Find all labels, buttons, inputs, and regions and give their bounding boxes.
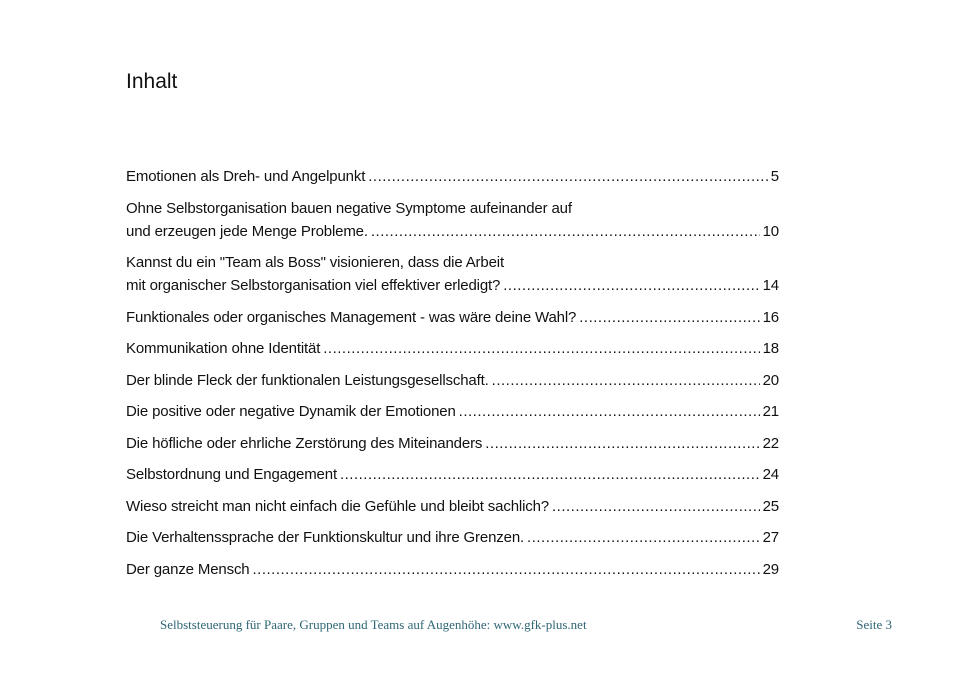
toc-entry[interactable]: Ohne Selbstorganisation bauen negative S… (126, 197, 779, 243)
footer-text: Selbststeuerung für Paare, Gruppen und T… (160, 617, 587, 632)
toc-entry[interactable]: Emotionen als Dreh- und Angelpunkt 5 (126, 165, 779, 188)
toc-entry-title: Emotionen als Dreh- und Angelpunkt (126, 168, 366, 185)
toc-entry-line: Funktionales oder organisches Management… (126, 306, 779, 329)
toc-entry-line: mit organischer Selbstorganisation viel … (126, 274, 779, 297)
toc-entry[interactable]: Der blinde Fleck der funktionalen Leistu… (126, 369, 779, 392)
toc-entry-line: Der blinde Fleck der funktionalen Leistu… (126, 369, 779, 392)
dot-leader (552, 495, 760, 518)
dot-leader (503, 274, 759, 297)
toc-entry-line: Der ganze Mensch 29 (126, 558, 779, 581)
toc-entry-title: Funktionales oder organisches Management… (126, 308, 577, 326)
toc-entry[interactable]: Die Verhaltenssprache der Funktionskultu… (126, 526, 779, 549)
toc-entry[interactable]: Kommunikation ohne Identität 18 (126, 337, 779, 360)
table-of-contents: Emotionen als Dreh- und Angelpunkt 5 Ohne … (126, 165, 779, 589)
toc-entry-title: Die Verhaltenssprache der Funktionskultu… (126, 529, 525, 546)
toc-entry-line: Ohne Selbstorganisation bauen negative S… (126, 197, 779, 220)
dot-leader (323, 337, 759, 360)
toc-page-number: 10 (762, 222, 780, 240)
toc-page-number: 25 (762, 497, 780, 515)
toc-entry-line: und erzeugen jede Menge Probleme. 10 (126, 220, 779, 243)
toc-page-number: 18 (762, 340, 780, 357)
dot-leader (527, 526, 760, 549)
toc-page-number: 14 (762, 277, 780, 294)
toc-entry[interactable]: Wieso streicht man nicht einfach die Gef… (126, 495, 779, 518)
toc-page-number: 27 (762, 529, 780, 546)
dot-leader (492, 369, 760, 392)
toc-entry-title: Ohne Selbstorganisation bauen negative S… (126, 199, 572, 217)
toc-entry[interactable]: Die positive oder negative Dynamik der E… (126, 400, 779, 423)
toc-entry-line: Selbstordnung und Engagement 24 (126, 463, 779, 486)
toc-entry-title: mit organischer Selbstorganisation viel … (126, 277, 501, 294)
toc-entry-line: Kommunikation ohne Identität 18 (126, 337, 779, 360)
toc-entry-line: Wieso streicht man nicht einfach die Gef… (126, 495, 779, 518)
toc-entry-title: Die höfliche oder ehrliche Zerstörung de… (126, 434, 483, 452)
toc-entry-title: Kannst du ein "Team als Boss" visioniere… (126, 254, 504, 271)
toc-entry-title: Selbstordnung und Engagement (126, 466, 337, 483)
toc-entry-title: und erzeugen jede Menge Probleme. (126, 222, 368, 240)
toc-page-number: 16 (762, 308, 780, 326)
toc-entry-title: Der blinde Fleck der funktionalen Leistu… (126, 371, 489, 389)
toc-page-number: 20 (762, 371, 780, 389)
dot-leader (459, 400, 760, 423)
toc-entry-title: Der ganze Mensch (126, 560, 250, 578)
toc-entry[interactable]: Die höfliche oder ehrliche Zerstörung de… (126, 432, 779, 455)
toc-entry[interactable]: Der ganze Mensch 29 (126, 558, 779, 581)
toc-page-number: 21 (762, 403, 780, 420)
dot-leader (485, 432, 759, 455)
dot-leader (579, 306, 759, 329)
toc-heading: Inhalt (126, 70, 178, 93)
toc-entry-line: Die Verhaltenssprache der Funktionskultu… (126, 526, 779, 549)
dot-leader (253, 558, 760, 581)
toc-entry-title: Wieso streicht man nicht einfach die Gef… (126, 497, 549, 515)
dot-leader (371, 220, 760, 243)
toc-entry-title: Die positive oder negative Dynamik der E… (126, 403, 456, 420)
toc-entry[interactable]: Kannst du ein "Team als Boss" visioniere… (126, 251, 779, 297)
toc-entry-line: Die höfliche oder ehrliche Zerstörung de… (126, 432, 779, 455)
dot-leader (340, 463, 760, 486)
toc-page-number: 29 (762, 560, 780, 578)
footer-page-number: Seite 3 (856, 617, 892, 632)
toc-entry-line: Kannst du ein "Team als Boss" visioniere… (126, 251, 779, 274)
toc-entry-title: Kommunikation ohne Identität (126, 340, 321, 357)
toc-entry[interactable]: Selbstordnung und Engagement 24 (126, 463, 779, 486)
toc-entry-line: Die positive oder negative Dynamik der E… (126, 400, 779, 423)
toc-page-number: 22 (762, 434, 780, 452)
toc-entry-line: Emotionen als Dreh- und Angelpunkt 5 (126, 165, 779, 188)
toc-entry[interactable]: Funktionales oder organisches Management… (126, 306, 779, 329)
toc-page-number: 24 (762, 466, 780, 483)
dot-leader (368, 165, 768, 188)
toc-page-number: 5 (770, 168, 779, 185)
